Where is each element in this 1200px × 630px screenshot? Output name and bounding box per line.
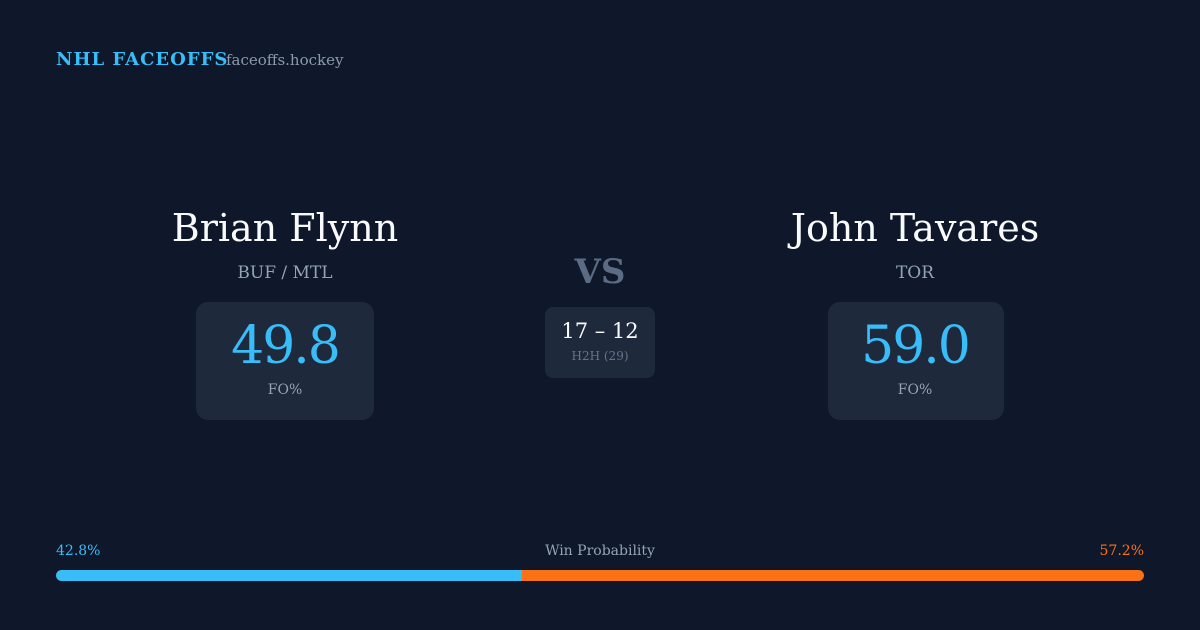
- h2h-label: H2H (29): [571, 349, 629, 363]
- stat-card: [828, 302, 1004, 420]
- probability-title: Win Probability: [545, 543, 655, 559]
- player-team: BUF / MTL: [237, 263, 333, 283]
- player-name: John Tavares: [790, 206, 1040, 250]
- player-name: Brian Flynn: [171, 206, 399, 250]
- player-team: TOR: [895, 263, 935, 283]
- probability-bar: [56, 570, 1144, 581]
- right-probability: 57.2%: [1099, 543, 1144, 559]
- right-segment: [521, 570, 1144, 581]
- left-segment: [56, 570, 522, 581]
- stat-value: 49.8: [231, 316, 341, 376]
- versus: VS: [574, 252, 626, 292]
- stat-value: 59.0: [861, 316, 971, 376]
- stat-label: FO%: [897, 382, 933, 398]
- brand: NHL FACEOFFS: [56, 49, 229, 70]
- stat-label: FO%: [267, 382, 303, 398]
- site: faceoffs.hockey: [226, 51, 344, 69]
- h2h-card: [545, 307, 655, 378]
- left-probability: 42.8%: [56, 543, 101, 559]
- stat-card: [196, 302, 374, 420]
- h2h-score: 17 – 12: [561, 319, 639, 343]
